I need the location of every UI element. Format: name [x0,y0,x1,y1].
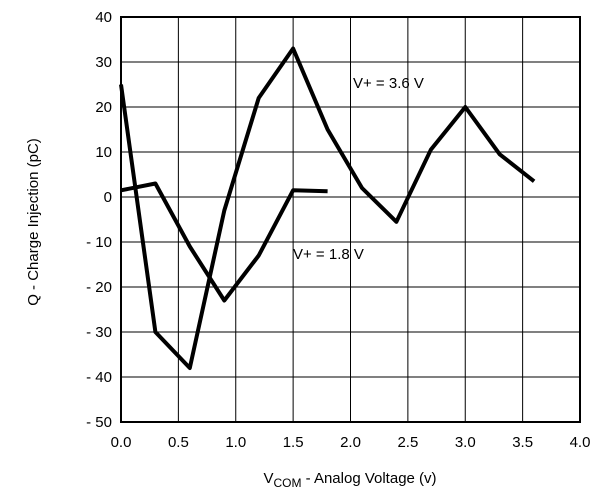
plot-area-frame [120,16,581,423]
series-line-1 [120,181,328,303]
y-tick-label: - 10 [86,234,112,251]
y-tick-label: 30 [95,54,112,71]
grid [121,17,580,422]
x-axis-title: VCOM - Analog Voltage (v) [263,470,436,490]
y-tick-label: 40 [95,9,112,26]
y-tick-label: - 20 [86,279,112,296]
series-label-3v6: V+ = 3.6 V [353,75,424,92]
x-tick-label: 3.5 [512,434,533,451]
x-tick-labels: 0.0 0.5 1.0 1.5 2.0 2.5 3.0 3.5 4.0 [111,434,591,451]
y-tick-label: - 30 [86,324,112,341]
x-tick-label: 2.0 [340,434,361,451]
x-tick-label: 2.5 [397,434,418,451]
x-tick-label: 3.0 [455,434,476,451]
series-layer [119,46,536,370]
x-axis-title-subscript: COM [273,476,301,490]
series-line-0 [119,46,536,370]
x-tick-label: 0.0 [111,434,132,451]
y-tick-labels: 40 30 20 10 0 - 10 - 20 - 30 - 40 - 50 [86,9,112,431]
x-axis-title-main: V [263,470,273,487]
y-tick-label: 20 [95,99,112,116]
y-tick-label: - 40 [86,369,112,386]
y-axis-title: Q - Charge Injection (pC) [25,138,42,306]
y-tick-label: 0 [104,189,112,206]
x-tick-label: 0.5 [168,434,189,451]
y-tick-label: 10 [95,144,112,161]
x-tick-label: 4.0 [570,434,591,451]
x-tick-label: 1.0 [225,434,246,451]
x-axis-title-rest: - Analog Voltage (v) [301,470,436,487]
series-label-1v8: V+ = 1.8 V [293,246,364,263]
y-tick-label: - 50 [86,414,112,431]
x-tick-label: 1.5 [283,434,304,451]
